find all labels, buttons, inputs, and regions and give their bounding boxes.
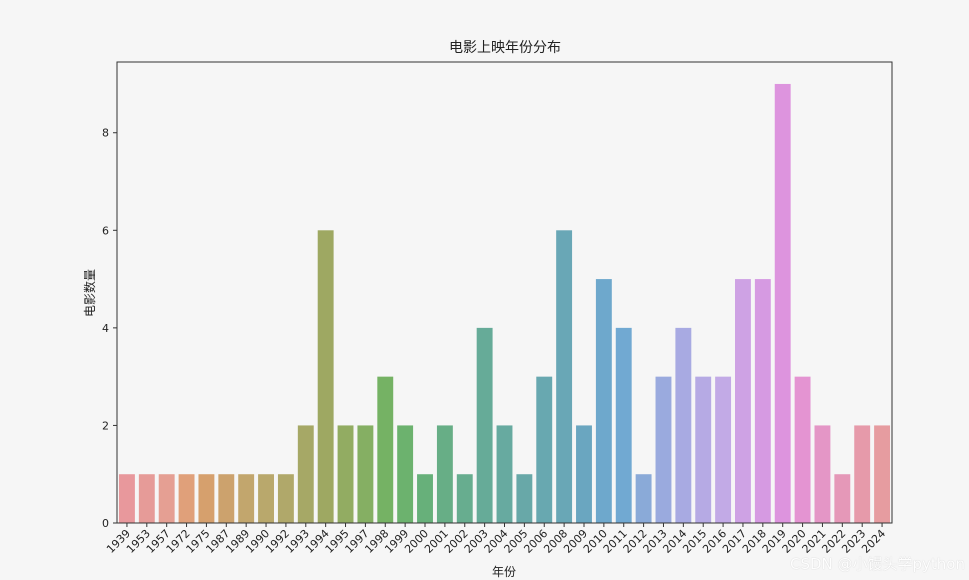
- bar-1990: [258, 474, 274, 523]
- bar-2010: [595, 279, 612, 523]
- y-tick-label: 8: [102, 127, 109, 140]
- bar-2022: [834, 474, 851, 523]
- bar-2016: [715, 376, 732, 523]
- bar-2005: [516, 474, 533, 523]
- bar-2011: [615, 327, 632, 523]
- bar-1987: [218, 474, 235, 523]
- chart-title: 电影上映年份分布: [449, 40, 561, 56]
- bar-1939: [118, 474, 135, 523]
- bar-2003: [476, 327, 493, 523]
- bar-2019: [774, 83, 791, 523]
- bars-group: [118, 83, 891, 524]
- bar-1989: [238, 474, 255, 523]
- y-axis-ticks: 0 2 4 6 8: [102, 127, 117, 530]
- bar-1997: [357, 425, 374, 523]
- bar-2021: [814, 425, 831, 523]
- bar-2001: [436, 425, 453, 523]
- bar-1972: [178, 474, 195, 523]
- bar-2006: [536, 376, 553, 523]
- watermark: CSDN @小馒头学python: [789, 555, 965, 573]
- bar-1993: [297, 425, 314, 523]
- bar-2014: [675, 327, 692, 523]
- y-tick-label: 2: [102, 419, 109, 432]
- y-tick-label: 0: [102, 517, 109, 530]
- bar-1957: [158, 474, 175, 523]
- plot-frame: [116, 61, 893, 524]
- bar-2002: [456, 474, 473, 523]
- bar-1992: [277, 474, 294, 523]
- bar-1953: [138, 474, 155, 523]
- bar-1994: [317, 230, 334, 524]
- bar-2024: [874, 425, 891, 523]
- y-tick-label: 4: [102, 322, 109, 335]
- bar-2018: [754, 279, 771, 523]
- bar-2000: [417, 474, 433, 523]
- y-axis-title: 电影数量: [82, 269, 97, 317]
- bar-1975: [198, 474, 215, 523]
- bar-2013: [655, 376, 672, 523]
- bar-2004: [496, 425, 513, 523]
- x-axis-title: 年份: [492, 565, 516, 579]
- bar-2008: [556, 230, 573, 524]
- x-tick-label: 2024: [859, 527, 888, 556]
- bar-2020: [794, 376, 811, 523]
- bar-2009: [576, 425, 592, 523]
- bar-2012: [635, 474, 652, 523]
- bar-2015: [695, 376, 712, 523]
- bar-2017: [735, 279, 751, 523]
- bar-1999: [397, 425, 414, 523]
- x-axis-ticks: 1939195319571972197519871989199019921993…: [104, 523, 888, 556]
- bar-2023: [854, 425, 871, 523]
- bar-1995: [337, 425, 354, 523]
- bar-1998: [377, 376, 394, 523]
- y-tick-label: 6: [102, 224, 109, 237]
